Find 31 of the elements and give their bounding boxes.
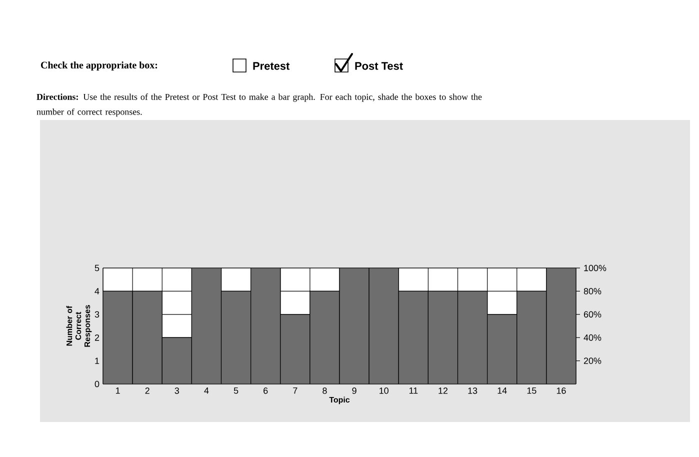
x-tick-label: 5 xyxy=(234,388,238,394)
y-tick-label: 1 xyxy=(95,358,100,364)
x-tick-label: 13 xyxy=(468,388,478,394)
x-tick-label: 9 xyxy=(352,388,356,394)
x-tick-label: 6 xyxy=(264,388,268,394)
y-tick-label: 3 xyxy=(94,311,100,318)
y-tick-label: 4 xyxy=(94,288,100,294)
x-tick-label: 12 xyxy=(438,388,448,394)
text: Directions: Use the results of the Pretest or Post Test to make a bar graph. For each topic, shade the boxes to show the number of correct responses. xyxy=(36,94,482,117)
y-tick-label: 0 xyxy=(94,380,100,388)
x-tick-label: 11 xyxy=(409,388,418,394)
x-tick-label: 7 xyxy=(293,388,298,394)
x-tick-label: 8 xyxy=(322,388,327,394)
y-tick-label: 5 xyxy=(94,264,100,272)
text: Post Test xyxy=(355,62,403,70)
x-tick-label: 3 xyxy=(174,388,180,394)
x-tick-label: 14 xyxy=(498,388,507,394)
x-tick-label: 10 xyxy=(380,388,388,394)
x-tick-label: 16 xyxy=(556,388,566,394)
y2-tick-label: 80% xyxy=(584,288,602,294)
x-tick-label: 1 xyxy=(116,388,120,394)
x-tick-label: 2 xyxy=(145,388,150,394)
x-tick-label: 4 xyxy=(204,388,209,394)
y2-tick-label: 60% xyxy=(584,311,602,318)
y2-tick-label: 20% xyxy=(584,358,602,364)
y2-tick-label: 40% xyxy=(584,334,602,341)
y-tick-label: 2 xyxy=(94,334,100,341)
y2-tick-label: 100% xyxy=(584,264,606,272)
x-tick-label: 15 xyxy=(527,388,536,394)
text: Check the appropriate box: xyxy=(41,61,158,71)
text: Pretest xyxy=(253,62,290,70)
